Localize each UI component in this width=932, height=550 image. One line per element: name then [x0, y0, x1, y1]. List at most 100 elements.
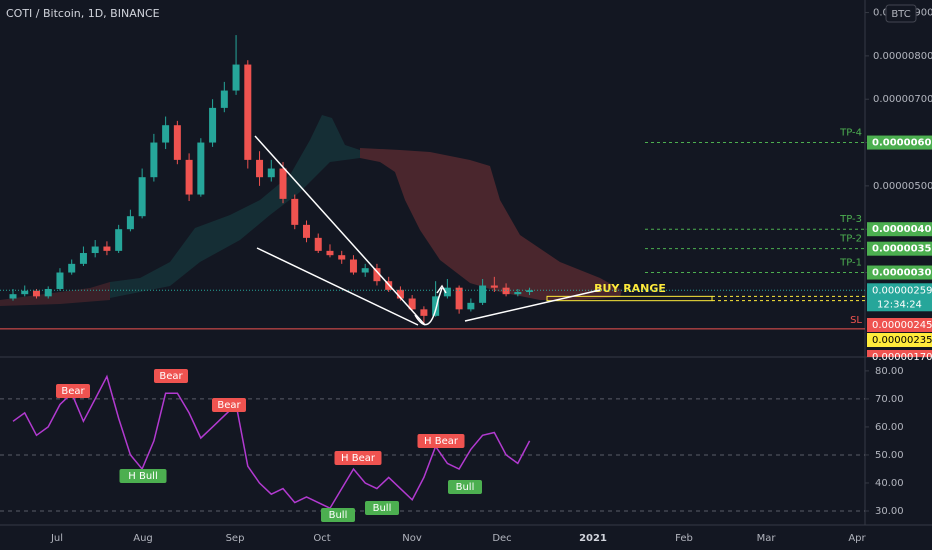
- candle-body: [79, 253, 87, 264]
- price-label: 0.00000259: [872, 285, 932, 296]
- candle-body: [303, 224, 310, 238]
- signal-box: [119, 469, 167, 483]
- signal-label: Bull: [373, 503, 392, 514]
- signal-box: [154, 369, 188, 383]
- candle-body: [408, 298, 416, 310]
- level-price: 0.00000400: [872, 224, 932, 235]
- y-tick-label: 40.00: [875, 478, 904, 489]
- price-axis: 0.000009000.000008000.000007000.00000600…: [865, 8, 932, 517]
- candle-body: [44, 288, 52, 297]
- trendline: [254, 135, 426, 326]
- x-tick-label: Mar: [757, 533, 777, 544]
- level-price-box: [867, 222, 932, 237]
- candle-body: [443, 287, 451, 297]
- candle-body: [68, 263, 76, 273]
- signal-label: Bull: [456, 482, 475, 493]
- candle-body: [479, 285, 487, 303]
- level-name: TP-2: [839, 234, 862, 245]
- candle-body: [490, 285, 498, 288]
- candle-body: [91, 246, 99, 254]
- candle-body: [455, 287, 463, 310]
- signal-label: Bear: [159, 371, 183, 382]
- y-tick-label: 0.00000500: [873, 181, 932, 192]
- x-tick-label: Apr: [848, 533, 866, 544]
- candle-body: [185, 159, 193, 195]
- x-tick-label: Aug: [133, 533, 153, 544]
- signal-label: H Bear: [341, 453, 376, 464]
- y-tick-label: 0.00000800: [873, 51, 932, 62]
- candle-body: [396, 289, 404, 299]
- candle-body: [220, 90, 228, 108]
- candle-body: [361, 268, 369, 273]
- countdown: 12:34:24: [877, 299, 922, 310]
- y-tick-label: 0.00000700: [873, 94, 932, 105]
- currency: BTC: [891, 9, 910, 20]
- candle-body: [326, 250, 334, 256]
- signal-box: [212, 398, 246, 412]
- price-label-box: [867, 283, 932, 312]
- buy-range: [546, 295, 713, 302]
- stop-loss-name: SL: [850, 315, 862, 326]
- signal-box: [417, 434, 465, 448]
- rsi-pane: Bear H Bull Bear Bear H Bear Bull Bull H Bear Bu…: [0, 369, 865, 522]
- price-label: 0.00000245: [872, 320, 932, 331]
- cloud-green: [110, 115, 360, 298]
- signal-box: [334, 451, 382, 465]
- x-tick-label: 2021: [579, 533, 607, 544]
- level-name: TP-3: [839, 214, 862, 225]
- candle-body: [291, 198, 299, 225]
- level-name: TP-4: [839, 128, 862, 139]
- y-tick-label: 30.00: [875, 506, 904, 517]
- signal-label: Bull: [329, 510, 348, 521]
- candle-body: [526, 290, 534, 293]
- candle-body: [514, 292, 522, 295]
- x-tick-label: Jul: [50, 533, 63, 544]
- candle-body: [279, 168, 287, 199]
- y-tick-label: 70.00: [875, 394, 904, 405]
- price-pane: TP-4 TP-3 TP-2 TP-1 SL BUY RANGE: [0, 35, 865, 330]
- x-tick-label: Nov: [402, 533, 422, 544]
- y-tick-label: 80.00: [875, 366, 904, 377]
- x-tick-label: Sep: [226, 533, 245, 544]
- chart-title: COTI / Bitcoin, 1D, BINANCE: [6, 7, 160, 20]
- candle-body: [162, 125, 170, 143]
- cloud-red: [0, 282, 110, 306]
- candle-body: [349, 259, 357, 273]
- price-label: 0.00000235: [872, 335, 932, 346]
- y-tick-label: 60.00: [875, 422, 904, 433]
- signal-label: H Bear: [424, 436, 459, 447]
- candle-body: [103, 246, 111, 251]
- candle-body: [173, 125, 181, 160]
- candle-body: [373, 268, 381, 282]
- candle-body: [420, 309, 428, 316]
- candle-body: [256, 159, 264, 178]
- price-label-box: [867, 333, 932, 347]
- x-tick-label: Oct: [313, 533, 330, 544]
- candle-body: [197, 142, 205, 195]
- candle-body: [9, 294, 17, 299]
- stop-loss-box: [867, 350, 932, 357]
- level-price: 0.00000355: [872, 244, 932, 255]
- signal-box: [56, 384, 90, 398]
- currency-badge[interactable]: [885, 4, 917, 23]
- y-tick-label: 50.00: [875, 450, 904, 461]
- candle-body: [338, 255, 346, 260]
- candle-body: [244, 64, 252, 160]
- level-price: 0.00000600: [872, 138, 932, 149]
- candle-body: [467, 302, 475, 310]
- level-price-box: [867, 265, 932, 280]
- level-price: 0.00000300: [872, 268, 932, 279]
- candle-body: [502, 287, 510, 295]
- candle-body: [432, 296, 440, 316]
- signal-box: [321, 508, 355, 522]
- signal-box: [448, 480, 482, 494]
- x-tick-label: Dec: [492, 533, 511, 544]
- candle-body: [56, 272, 64, 289]
- level-price-box: [867, 135, 932, 150]
- signal-label: Bear: [217, 400, 241, 411]
- candle-body: [115, 229, 123, 251]
- rsi-line: [12, 374, 531, 510]
- candle-body: [150, 142, 158, 178]
- trendline: [256, 247, 419, 326]
- level-price-box: [867, 241, 932, 256]
